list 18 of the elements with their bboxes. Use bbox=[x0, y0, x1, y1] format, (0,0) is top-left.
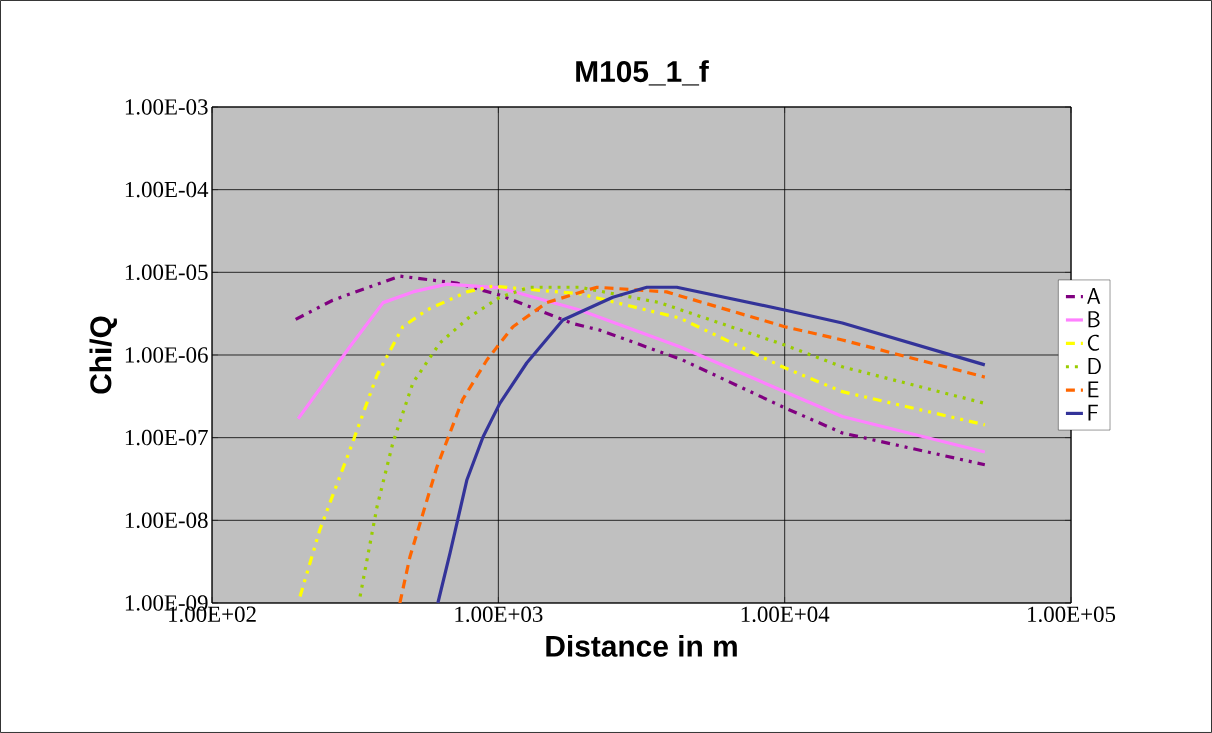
y-tick-label: 1.00E-05 bbox=[125, 264, 208, 281]
chart-title: M105_1_f bbox=[576, 60, 709, 86]
legend-label: F bbox=[1088, 404, 1098, 421]
y-tick-label: 1.00E-04 bbox=[125, 181, 209, 198]
legend-label: D bbox=[1088, 358, 1101, 374]
x-tick-label: 1.00E+05 bbox=[1028, 606, 1116, 623]
y-tick-label: 1.00E-08 bbox=[125, 512, 208, 529]
y-tick-label: 1.00E-07 bbox=[125, 429, 208, 446]
y-axis-title: Chi/Q bbox=[89, 316, 118, 394]
legend-label: E bbox=[1088, 381, 1099, 398]
legend-label: C bbox=[1087, 334, 1100, 351]
x-tick-label: 1.00E+03 bbox=[455, 606, 543, 623]
x-axis-title: Distance in m bbox=[546, 634, 737, 657]
legend-label: B bbox=[1088, 311, 1100, 328]
y-tick-label: 1.00E-06 bbox=[125, 347, 208, 363]
y-tick-label: 1.00E-03 bbox=[125, 99, 208, 115]
legend-label: A bbox=[1087, 287, 1101, 304]
x-tick-label: 1.00E+04 bbox=[741, 606, 830, 623]
